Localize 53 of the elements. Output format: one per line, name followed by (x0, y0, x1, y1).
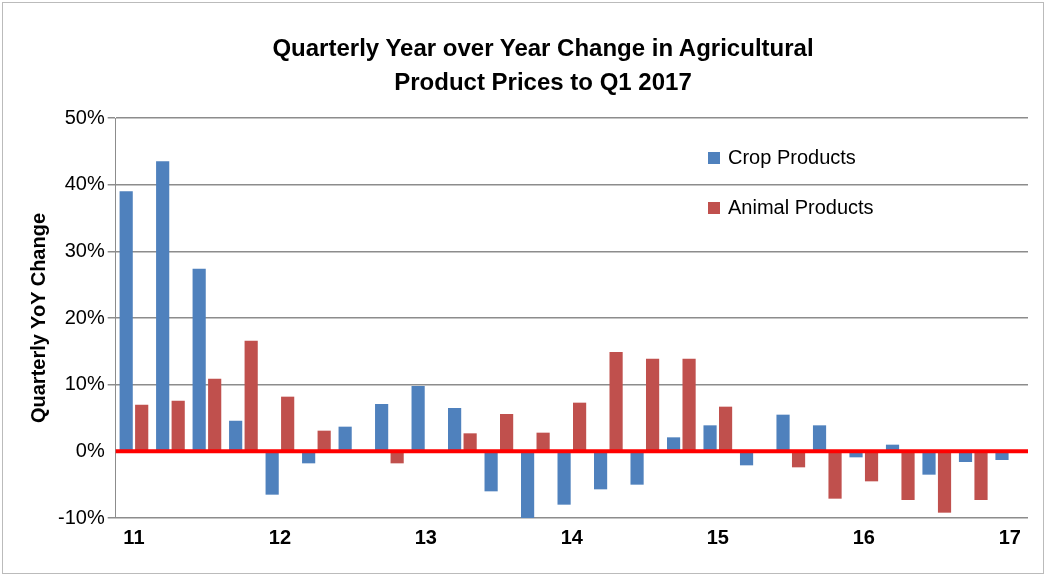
x-tick-label: 13 (414, 525, 437, 548)
bar (776, 414, 790, 451)
y-tick-label: 50% (64, 105, 105, 128)
y-tick-label: -10% (57, 505, 105, 528)
bar (521, 452, 535, 518)
bar (682, 358, 696, 451)
bar (812, 425, 827, 451)
bar (573, 402, 587, 451)
bar (265, 452, 279, 495)
bar (208, 378, 222, 451)
bar (119, 191, 133, 451)
bar (500, 414, 514, 451)
bar (171, 400, 185, 451)
bar (703, 425, 717, 451)
x-tick-label: 15 (706, 525, 729, 548)
bar (864, 452, 879, 482)
y-tick-label: 40% (64, 172, 105, 195)
x-tick-label: 11 (123, 525, 145, 548)
bar (630, 452, 644, 485)
bar (901, 452, 915, 500)
bar (338, 426, 352, 451)
y-tick-label: 20% (64, 305, 105, 328)
bar (937, 452, 952, 513)
bar (791, 452, 806, 468)
bar (281, 396, 295, 451)
bar (375, 404, 389, 451)
bar (557, 452, 571, 505)
bar (718, 406, 733, 451)
bar (411, 386, 425, 451)
x-tick-label: 14 (560, 525, 584, 548)
legend-label: Animal Products (728, 195, 874, 218)
x-tick-label: 16 (852, 525, 875, 548)
y-tick-label: 30% (64, 238, 105, 261)
bar (645, 358, 660, 451)
bar (593, 452, 608, 490)
bar (229, 420, 243, 451)
bar (192, 268, 206, 451)
bar (448, 408, 462, 451)
bar (828, 452, 842, 499)
x-tick-label: 17 (998, 525, 1021, 548)
y-tick-label: 10% (64, 372, 105, 395)
legend-label: Crop Products (728, 145, 856, 168)
bar (244, 340, 258, 451)
bar (156, 161, 170, 451)
bar (609, 352, 623, 451)
chart-title: Quarterly Year over Year Change in Agricultural Product Prices to Q1 2017 (271, 33, 815, 97)
x-tick-label: 12 (268, 525, 292, 548)
y-tick-label: 0% (75, 438, 105, 461)
bar (484, 452, 498, 492)
bar (974, 452, 988, 500)
bar (135, 404, 149, 451)
bar (922, 452, 936, 475)
y-axis-title: Quarterly YoY Change (26, 212, 49, 424)
